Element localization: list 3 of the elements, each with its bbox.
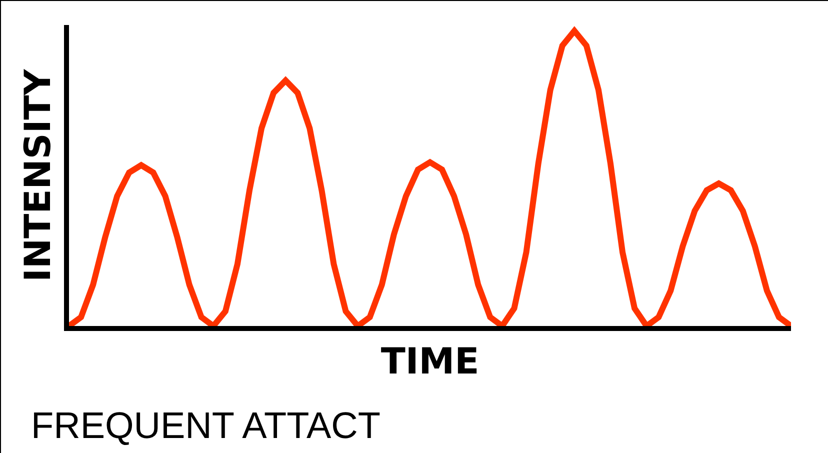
x-axis-title: TIME (380, 342, 480, 383)
text: FREQUENT ATTACT (31, 405, 380, 446)
y-axis-title: INTENSITY (18, 68, 59, 282)
